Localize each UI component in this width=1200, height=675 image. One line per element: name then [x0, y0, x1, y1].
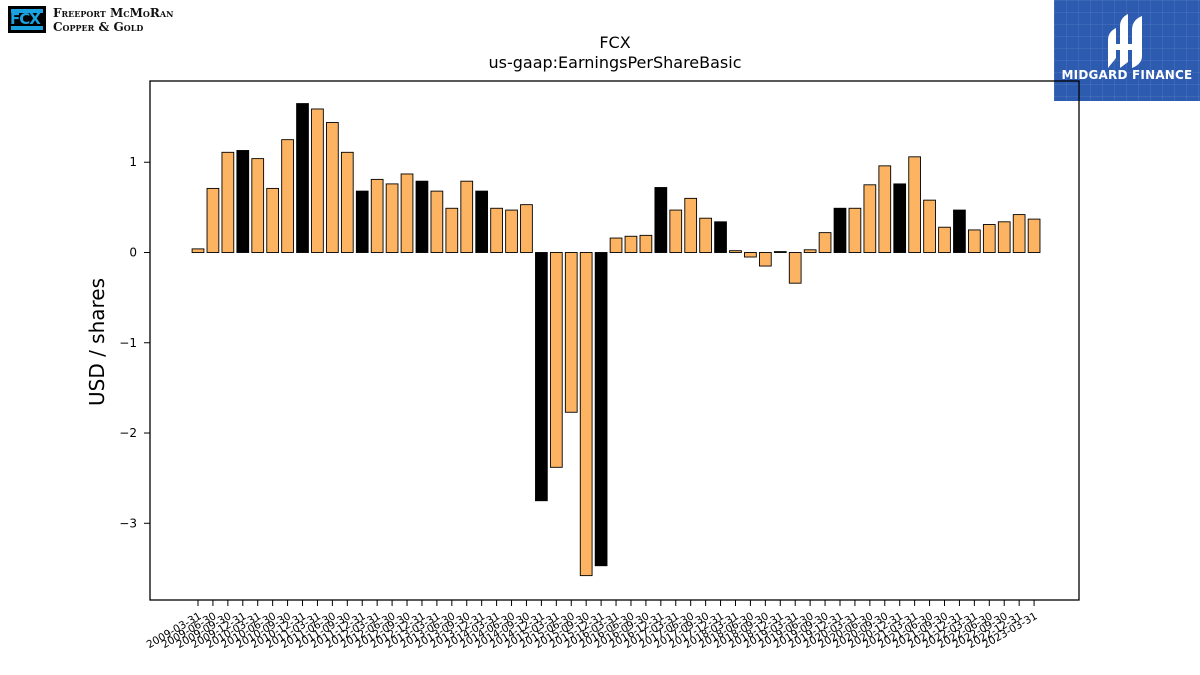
- bar-2019-03-31: [788, 252, 802, 284]
- bar-2022-06-30: [982, 224, 996, 253]
- bar-2010-09-30: [281, 139, 294, 253]
- midgard-brand-text: MIDGARD FINANCE: [1061, 68, 1193, 82]
- bar-2010-06-30: [266, 187, 280, 253]
- y-tick-label: 1: [129, 155, 137, 169]
- bar-2022-09-30: [997, 221, 1011, 253]
- bar-2016-03-31: [609, 237, 623, 253]
- bar-2020-12-31: [893, 183, 907, 253]
- bar-2023-03-31: [1027, 218, 1041, 253]
- bar-2015-06-30: [564, 252, 578, 413]
- bar-2016-12-31: [654, 187, 668, 253]
- chart-subtitle: us-gaap:EarningsPerShareBasic: [488, 53, 741, 72]
- bar-2010-03-31: [251, 158, 265, 253]
- bar-2014-09-30: [520, 204, 533, 253]
- logo-line-1: Freeport McMoRan: [53, 6, 174, 20]
- y-tick-label: −1: [119, 336, 137, 350]
- bar-2010-12-31: [296, 103, 309, 253]
- bar-2013-09-30: [460, 180, 474, 253]
- bar-2016-09-30: [639, 234, 653, 253]
- bar-2019-06-30: [803, 249, 817, 253]
- bar-2014-06-30: [505, 209, 518, 253]
- bar-2015-12-31: [594, 252, 608, 567]
- bar-2013-12-31: [475, 190, 489, 253]
- x-axis: 2009-03-312009-06-302009-09-302009-12-31…: [145, 600, 1040, 651]
- bar-2021-06-30: [923, 199, 936, 253]
- y-tick-label: −3: [119, 516, 137, 530]
- y-axis: −3 −2 −1 0 1: [119, 155, 150, 530]
- bar-2013-06-30: [445, 207, 459, 253]
- bar-2014-12-31: [535, 252, 548, 502]
- bar-2018-09-30: [758, 252, 772, 267]
- bar-2022-12-31: [1012, 214, 1026, 253]
- bar-2009-06-30: [206, 187, 220, 253]
- bar-2014-03-31: [490, 207, 503, 253]
- fcx-logo-icon: FCX: [8, 6, 46, 33]
- bar-2019-09-30: [818, 232, 832, 253]
- bar-2021-09-30: [938, 226, 951, 253]
- y-axis-label: USD / shares: [85, 278, 109, 406]
- bar-2011-03-31: [311, 108, 324, 253]
- bar-2018-06-30: [744, 252, 757, 258]
- bar-2017-09-30: [699, 217, 712, 253]
- bar-2017-03-31: [669, 209, 683, 253]
- logo-line-2: Copper & Gold: [53, 20, 144, 34]
- y-tick-label: 0: [129, 245, 137, 259]
- freeport-mcmoran-logo: FCX Freeport McMoRan Copper & Gold: [8, 6, 228, 40]
- bar-2021-12-31: [953, 209, 966, 253]
- bar-2020-09-30: [878, 165, 892, 253]
- midgard-m-icon: [1108, 14, 1142, 68]
- bar-2022-03-31: [968, 229, 981, 253]
- bar-2015-03-31: [549, 252, 563, 468]
- bar-2011-06-30: [326, 122, 339, 253]
- bar-2012-12-31: [415, 180, 429, 253]
- y-tick-label: −2: [119, 426, 137, 440]
- bar-2017-12-31: [714, 221, 727, 253]
- bars-group: [191, 103, 1041, 577]
- bar-2020-06-30: [863, 184, 877, 253]
- bar-2016-06-30: [624, 235, 638, 253]
- bar-2018-12-31: [773, 251, 787, 253]
- logo-wordmark: Freeport McMoRan Copper & Gold: [53, 6, 173, 34]
- bar-2015-09-30: [579, 252, 593, 577]
- plot-frame: [149, 80, 1080, 601]
- bar-2013-03-31: [430, 190, 444, 253]
- bar-2012-09-30: [400, 173, 414, 253]
- bar-2018-03-31: [729, 250, 742, 253]
- bar-2011-12-31: [355, 190, 369, 253]
- bar-2020-03-31: [848, 207, 862, 253]
- bar-2017-06-30: [684, 197, 698, 253]
- fcx-logo-mark: FCX: [10, 10, 41, 28]
- midgard-finance-logo: MIDGARD FINANCE: [1054, 0, 1200, 101]
- bar-2009-03-31: [191, 248, 205, 253]
- bar-2009-12-31: [236, 150, 250, 253]
- bar-2011-09-30: [340, 151, 354, 253]
- bar-2019-12-31: [833, 207, 847, 253]
- bar-2012-03-31: [370, 178, 384, 253]
- bar-2021-03-31: [908, 156, 921, 253]
- chart-title: FCX: [599, 33, 630, 52]
- bar-2009-09-30: [221, 151, 235, 253]
- bar-2012-06-30: [385, 183, 399, 253]
